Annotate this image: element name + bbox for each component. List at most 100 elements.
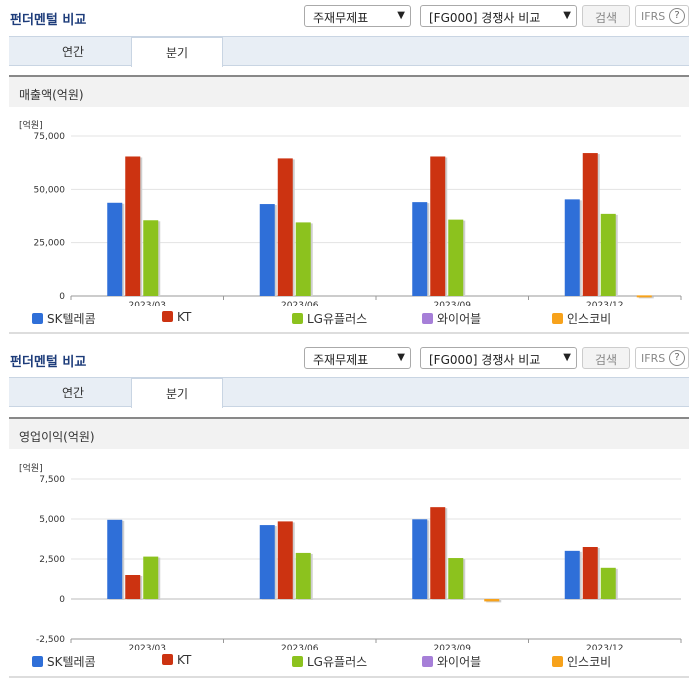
y-unit-label: [억원]: [19, 119, 43, 131]
x-tick-label: 2023/06: [281, 644, 319, 650]
panel-header: 펀더멘털 비교 주재무제표 ▼ [FG000] 경쟁사 비교 ▼ 검색 IFRS…: [0, 0, 696, 30]
legend-swatch: [552, 313, 563, 324]
legend-swatch: [162, 311, 173, 322]
legend-label: 인스코비: [567, 312, 612, 326]
bar: [430, 507, 446, 599]
tab-quarterly[interactable]: 분기: [131, 378, 223, 408]
legend-label: 인스코비: [567, 655, 612, 669]
fundamental-panel-operating-profit: 펀더멘털 비교 주재무제표 ▼ [FG000] 경쟁사 비교 ▼ 검색 IFRS…: [0, 342, 696, 684]
legend-item-lg[interactable]: LG유플러스: [292, 310, 367, 326]
operating-profit-chart: [억원] -2,500 0 2,500 5,000 7,500 2023/03 2023/06…: [19, 462, 682, 650]
period-tabs: 연간 분기: [9, 377, 689, 408]
help-icon[interactable]: ?: [669, 8, 685, 24]
chart-legend: SK텔레콤 KT LG유플러스 와이어블 인스코비: [9, 310, 689, 326]
ifrs-label: IFRS: [641, 10, 666, 23]
legend-label: LG유플러스: [307, 655, 368, 669]
statement-select[interactable]: 주재무제표 ▼: [304, 5, 411, 27]
x-tick-label: 2023/12: [586, 644, 623, 650]
y-tick-label: 50,000: [34, 185, 66, 195]
bar: [448, 558, 464, 599]
legend-item-sk[interactable]: SK텔레콤: [32, 653, 96, 669]
bar: [600, 213, 616, 296]
legend-item-kt[interactable]: KT: [162, 653, 191, 669]
bar: [125, 156, 141, 296]
legend-label: SK텔레콤: [47, 655, 96, 669]
y-tick-label: 75,000: [34, 132, 66, 142]
compare-select-value: [FG000] 경쟁사 비교: [429, 353, 541, 367]
help-icon[interactable]: ?: [669, 350, 685, 366]
statement-select-value: 주재무제표: [313, 11, 369, 25]
chevron-down-icon: ▼: [563, 10, 571, 21]
bar: [125, 575, 141, 599]
bar: [107, 202, 123, 296]
compare-select-value: [FG000] 경쟁사 비교: [429, 11, 541, 25]
y-tick-label: 2,500: [39, 555, 65, 565]
chart-title: 영업이익(억원): [9, 419, 689, 449]
legend-item-kt[interactable]: KT: [162, 310, 191, 326]
legend-label: KT: [177, 310, 192, 324]
legend-item-inscobee[interactable]: 인스코비: [552, 310, 611, 326]
legend-label: 와이어블: [437, 312, 482, 326]
bar: [600, 567, 616, 599]
bar: [412, 202, 428, 296]
y-tick-label: 0: [59, 292, 65, 302]
legend-item-wireable[interactable]: 와이어블: [422, 653, 481, 669]
legend-label: SK텔레콤: [47, 312, 96, 326]
bar: [564, 199, 580, 296]
legend-swatch: [32, 313, 43, 324]
x-tick-label: 2023/03: [129, 644, 166, 650]
tab-annual[interactable]: 연간: [61, 45, 85, 59]
legend-swatch: [32, 656, 43, 667]
panel-title: 펀더멘털 비교: [10, 13, 87, 28]
legend-swatch: [162, 654, 173, 665]
legend-item-sk[interactable]: SK텔레콤: [32, 310, 96, 326]
operating-profit-chart-box: 영업이익(억원) [억원] -2,500 0 2,500 5,000 7,500 2023/…: [9, 417, 689, 678]
x-tick-label: 2023/09: [434, 301, 472, 306]
compare-select[interactable]: [FG000] 경쟁사 비교 ▼: [420, 347, 577, 369]
bar: [107, 519, 123, 599]
bar: [412, 519, 428, 599]
search-button[interactable]: 검색: [582, 347, 630, 369]
legend-item-inscobee[interactable]: 인스코비: [552, 653, 611, 669]
legend-swatch: [292, 656, 303, 667]
panel-header: 펀더멘털 비교 주재무제표 ▼ [FG000] 경쟁사 비교 ▼ 검색 IFRS…: [0, 342, 696, 372]
ifrs-button[interactable]: IFRS ?: [635, 347, 689, 369]
legend-swatch: [422, 656, 433, 667]
panel-title: 펀더멘털 비교: [10, 355, 87, 370]
legend-item-wireable[interactable]: 와이어블: [422, 310, 481, 326]
bar: [143, 220, 159, 296]
legend-label: 와이어블: [437, 655, 482, 669]
bar: [295, 552, 311, 599]
bar: [259, 525, 275, 599]
tab-annual[interactable]: 연간: [61, 386, 85, 400]
bar: [564, 550, 580, 599]
legend-swatch: [422, 313, 433, 324]
legend-swatch: [552, 656, 563, 667]
chart-legend: SK텔레콤 KT LG유플러스 와이어블 인스코비: [9, 653, 689, 669]
revenue-chart: [억원] 0 25,000 50,000 75,000 2023/03 2023/06 202…: [19, 119, 682, 306]
chevron-down-icon: ▼: [563, 352, 571, 363]
ifrs-label: IFRS: [641, 352, 666, 365]
bar: [484, 599, 500, 602]
legend-label: LG유플러스: [307, 312, 368, 326]
bar: [143, 556, 159, 599]
search-button[interactable]: 검색: [582, 5, 630, 27]
y-tick-label: -2,500: [36, 635, 65, 645]
bar: [295, 222, 311, 296]
y-tick-label: 7,500: [39, 475, 65, 485]
x-tick-label: 2023/09: [434, 644, 472, 650]
y-tick-label: 5,000: [39, 515, 65, 525]
bar: [277, 158, 293, 296]
bar: [582, 153, 598, 296]
ifrs-button[interactable]: IFRS ?: [635, 5, 689, 27]
revenue-chart-box: 매출액(억원) [억원] 0 25,000 50,000 75,000 2023/03 20…: [9, 75, 689, 334]
x-tick-label: 2023/12: [586, 301, 623, 306]
compare-select[interactable]: [FG000] 경쟁사 비교 ▼: [420, 5, 577, 27]
legend-item-lg[interactable]: LG유플러스: [292, 653, 367, 669]
chevron-down-icon: ▼: [397, 10, 405, 21]
statement-select[interactable]: 주재무제표 ▼: [304, 347, 411, 369]
fundamental-panel-revenue: 펀더멘털 비교 주재무제표 ▼ [FG000] 경쟁사 비교 ▼ 검색 IFRS…: [0, 0, 696, 340]
legend-label: KT: [177, 653, 192, 667]
bar: [448, 219, 464, 296]
tab-quarterly[interactable]: 분기: [131, 37, 223, 67]
